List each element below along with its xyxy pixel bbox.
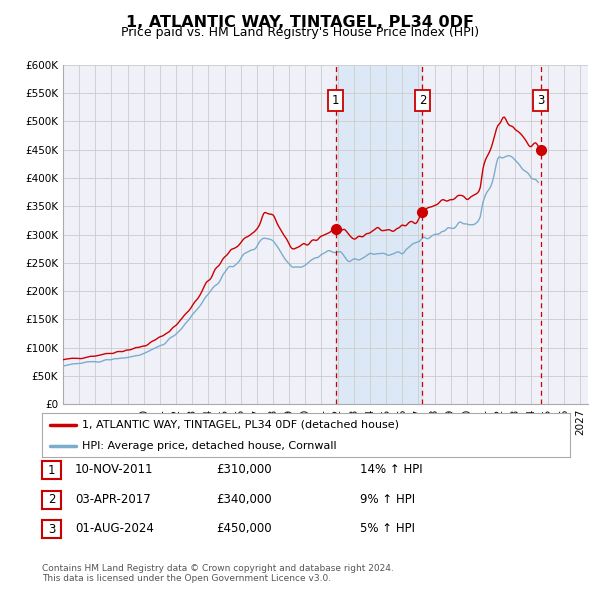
Text: 01-AUG-2024: 01-AUG-2024 <box>75 522 154 535</box>
Text: HPI: Average price, detached house, Cornwall: HPI: Average price, detached house, Corn… <box>82 441 336 451</box>
Text: 3: 3 <box>537 94 545 107</box>
Text: 10-NOV-2011: 10-NOV-2011 <box>75 463 154 476</box>
Text: 9% ↑ HPI: 9% ↑ HPI <box>360 493 415 506</box>
Text: 1: 1 <box>332 94 339 107</box>
Text: 1, ATLANTIC WAY, TINTAGEL, PL34 0DF (detached house): 1, ATLANTIC WAY, TINTAGEL, PL34 0DF (det… <box>82 420 398 430</box>
Text: £310,000: £310,000 <box>216 463 272 476</box>
Text: 1: 1 <box>48 464 55 477</box>
Text: 3: 3 <box>48 523 55 536</box>
Text: 03-APR-2017: 03-APR-2017 <box>75 493 151 506</box>
Text: 1, ATLANTIC WAY, TINTAGEL, PL34 0DF: 1, ATLANTIC WAY, TINTAGEL, PL34 0DF <box>126 15 474 30</box>
Text: 14% ↑ HPI: 14% ↑ HPI <box>360 463 422 476</box>
Text: £340,000: £340,000 <box>216 493 272 506</box>
Text: £450,000: £450,000 <box>216 522 272 535</box>
Text: 2: 2 <box>419 94 426 107</box>
Text: Price paid vs. HM Land Registry's House Price Index (HPI): Price paid vs. HM Land Registry's House … <box>121 26 479 39</box>
Text: Contains HM Land Registry data © Crown copyright and database right 2024.
This d: Contains HM Land Registry data © Crown c… <box>42 563 394 583</box>
Bar <box>548 65 588 404</box>
Bar <box>335 65 422 404</box>
Text: 5% ↑ HPI: 5% ↑ HPI <box>360 522 415 535</box>
Text: 2: 2 <box>48 493 55 506</box>
